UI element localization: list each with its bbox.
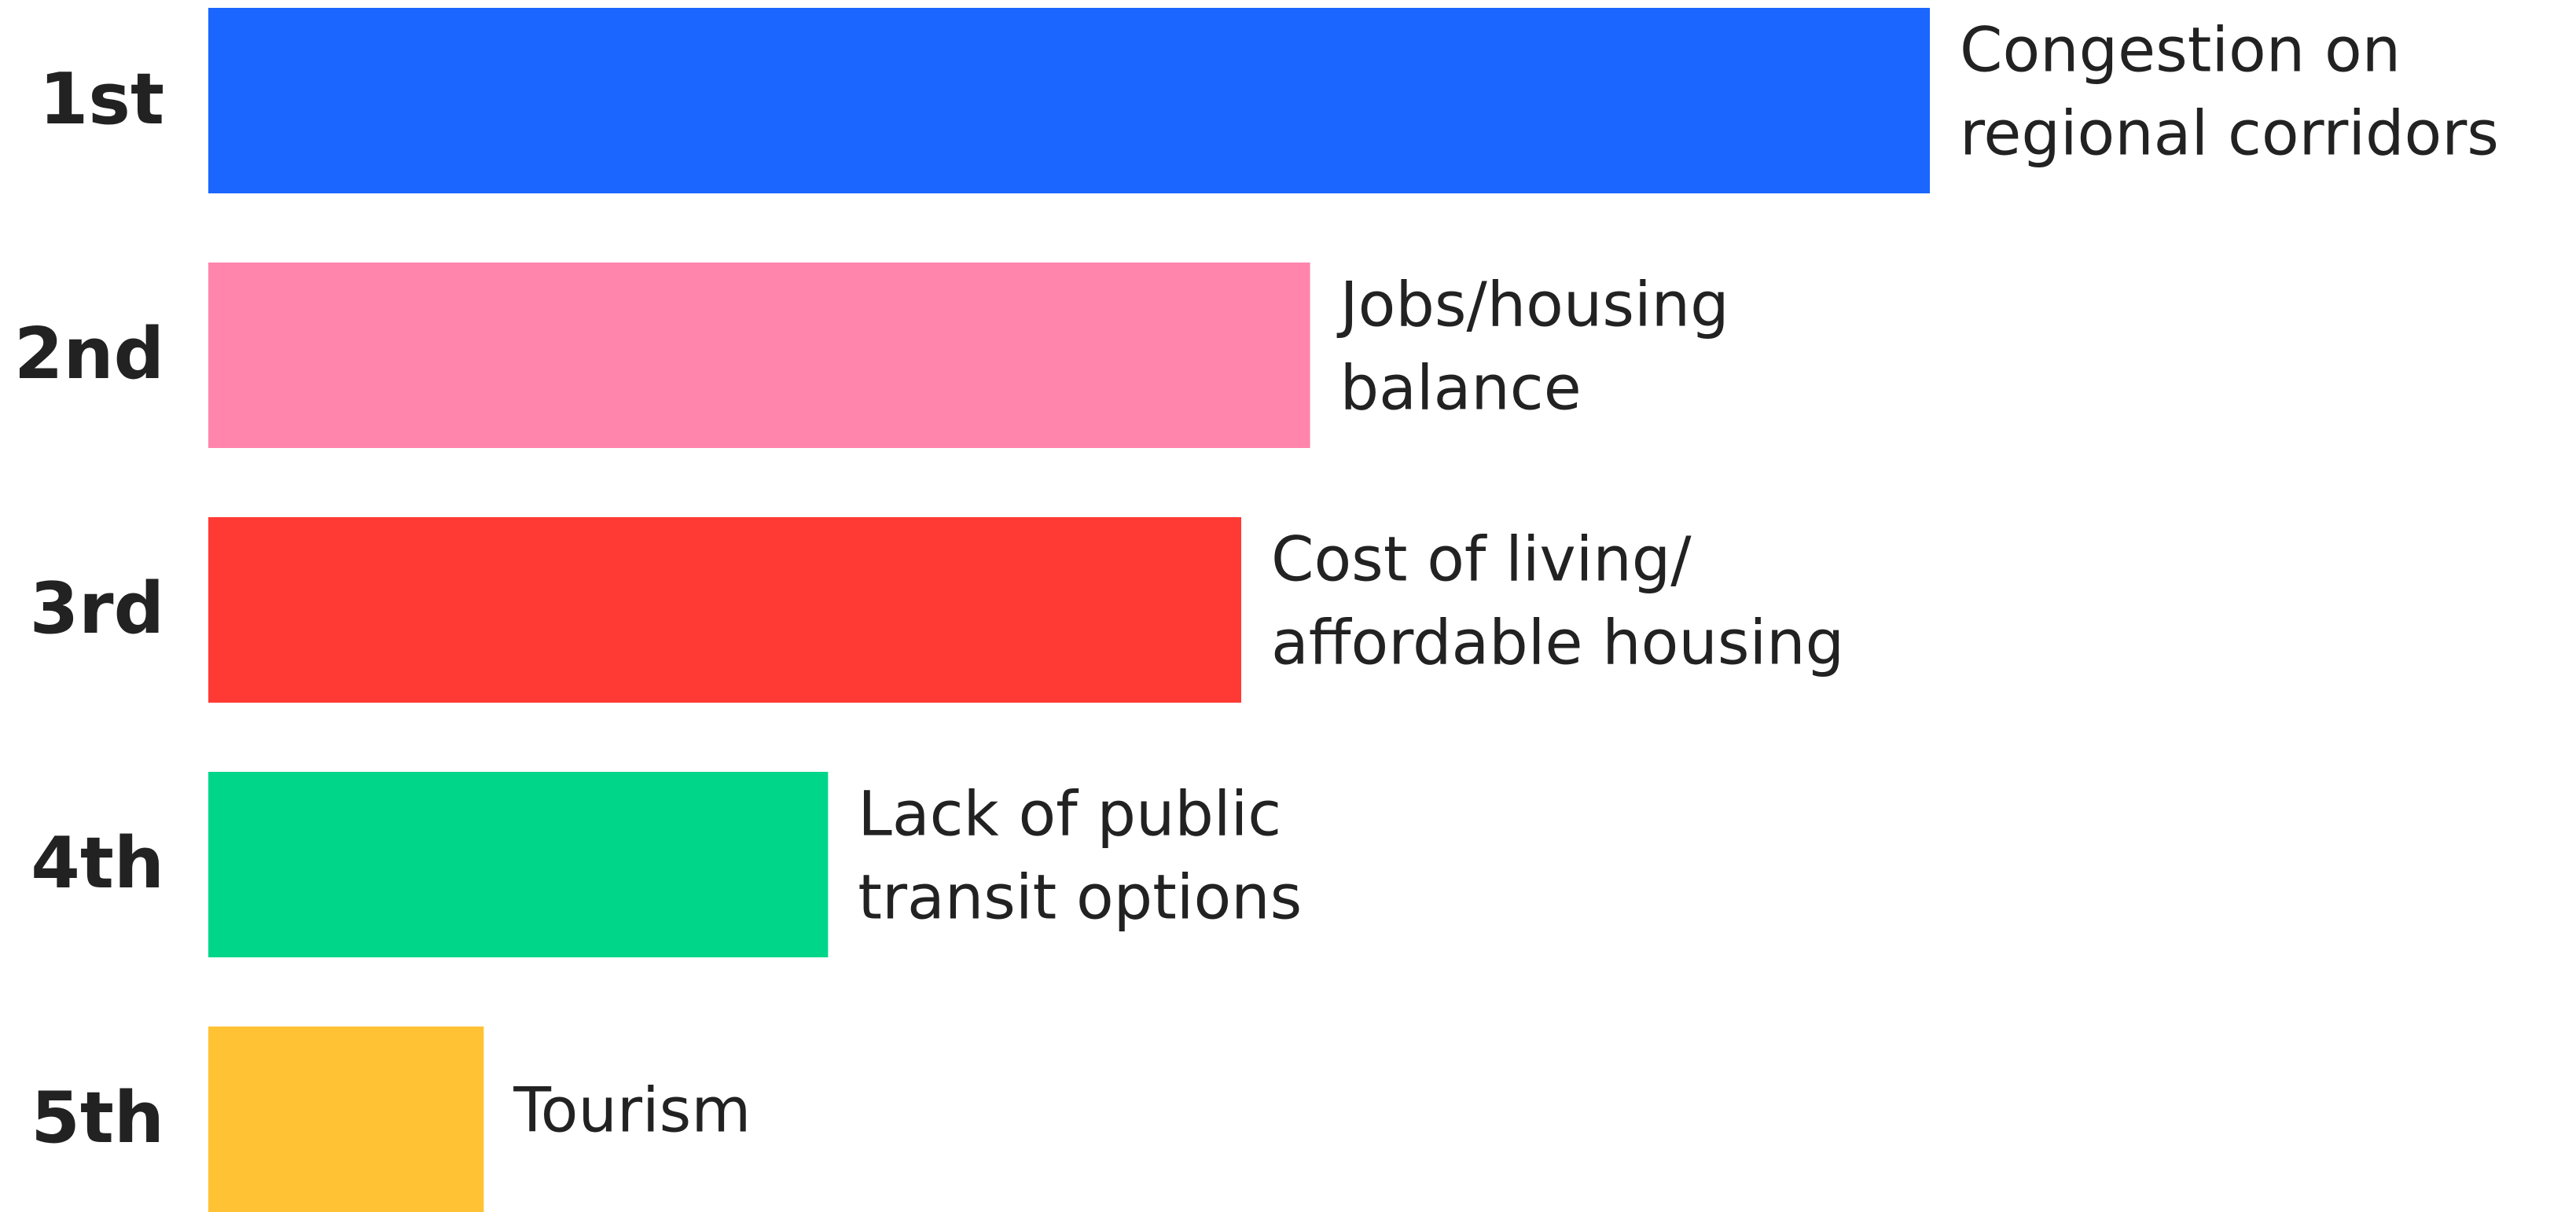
bar xyxy=(208,517,1241,703)
rank-label: 5th xyxy=(31,1077,164,1159)
bar xyxy=(208,1027,484,1212)
bar-label: Congestion on xyxy=(1960,15,2401,86)
bar-label: transit options xyxy=(858,862,1302,933)
bar xyxy=(208,263,1310,448)
bar-label: Tourism xyxy=(513,1075,751,1146)
rank-label: 2nd xyxy=(14,313,164,395)
bar-label: affordable housing xyxy=(1271,608,1844,678)
bar-label: balance xyxy=(1340,353,1582,424)
bar xyxy=(208,8,1930,193)
rank-label: 1st xyxy=(39,58,164,141)
rank-label: 4th xyxy=(31,822,164,905)
bar-label: Jobs/housing xyxy=(1336,270,1729,340)
bar-label: Cost of living/ xyxy=(1271,524,1692,595)
rank-label: 3rd xyxy=(30,567,164,650)
bar xyxy=(208,772,829,957)
bar-label: regional corridors xyxy=(1960,98,2499,169)
bar-label: Lack of public xyxy=(858,779,1281,850)
